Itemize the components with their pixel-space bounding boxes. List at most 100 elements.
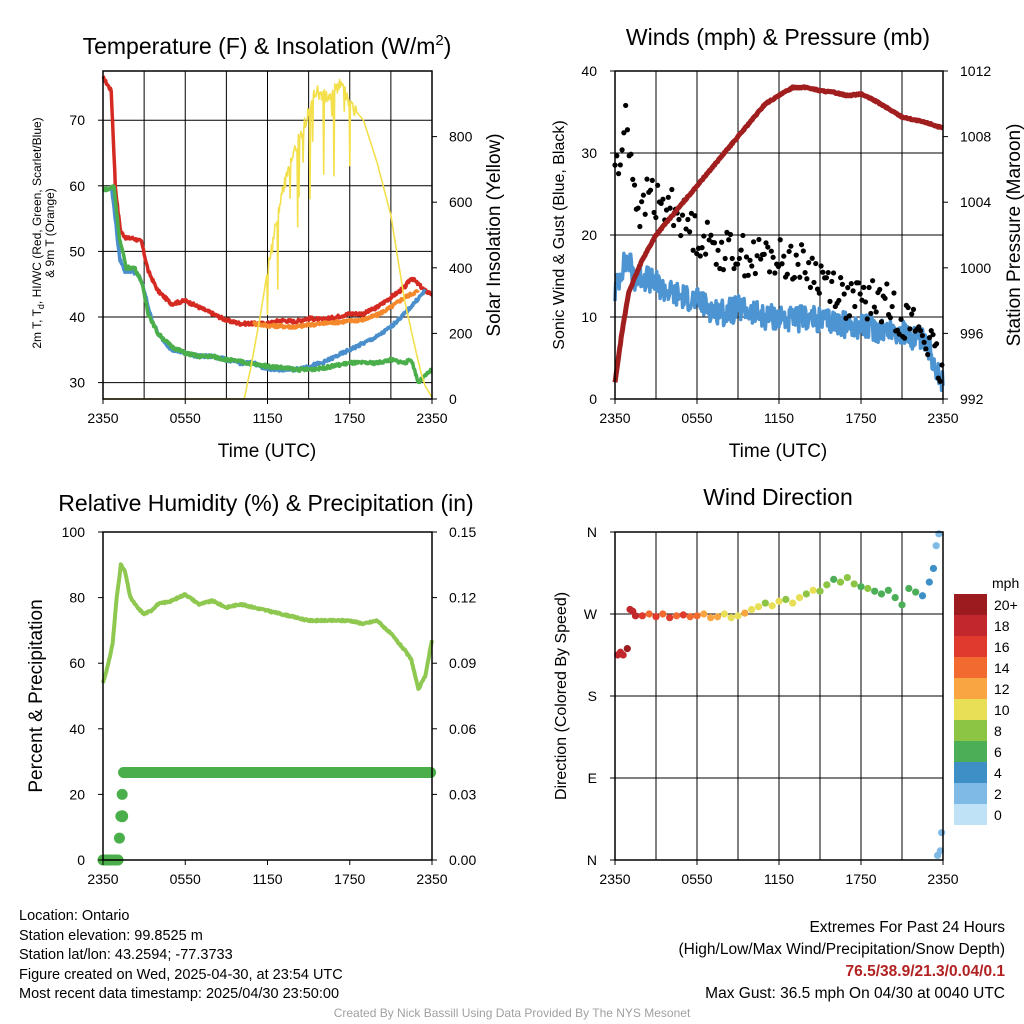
gust-point [791,274,798,281]
gust-point [679,212,686,218]
gust-point [877,286,883,293]
gust-point [830,270,837,276]
gust-point [687,229,693,235]
direction-point [652,613,660,621]
gust-point [658,200,664,207]
gust-point [743,254,750,260]
direction-point [877,590,886,598]
gust-point [736,255,742,262]
x-tick-label: 1750 [845,871,876,887]
direction-point [802,590,810,598]
gust-point [795,261,801,267]
direction-point [782,595,790,604]
gust-point [676,216,682,223]
x-tick-label: 1150 [252,871,282,887]
gust-point [649,177,655,183]
gust-point [699,245,705,251]
gust-point [772,270,778,276]
gust-point [848,281,854,287]
gust-point [798,242,805,248]
direction-point [720,610,728,618]
gust-point [802,270,808,276]
gust-point [779,261,785,267]
gust-point [615,171,622,177]
gust-point [811,279,817,286]
legend-label: 12 [994,681,1010,697]
gust-point [697,253,703,259]
direction-point [741,609,749,617]
legend-label: 16 [994,639,1010,655]
gust-point [754,253,760,259]
legend-label: 6 [994,744,1002,760]
legend-swatch [954,741,987,762]
gust-point [901,335,908,341]
direction-point [623,645,631,653]
legend-label: 14 [994,660,1010,676]
x-tick-label: 1150 [252,410,282,426]
gust-point [825,269,831,276]
gust-point [818,263,824,269]
gust-point [809,255,815,261]
temperature-ylabel: 2m T, Td, HI/WC (Red, Green, Scarlet/Blu… [30,117,46,348]
gust-point [862,299,869,305]
legend-label: 4 [994,765,1002,781]
temperature-title: Temperature (F) & Insolation (W/m2) [83,32,452,59]
x-tick-label: 2350 [416,410,447,426]
gust-point [797,274,803,280]
gust-point [784,271,790,277]
gust-point [864,316,870,322]
gust-point [628,151,634,157]
gust-point [937,378,943,384]
direction-point [679,611,687,619]
gust-point [894,327,901,333]
x-tick-label: 0550 [681,871,712,887]
series-line-station-pressure [612,84,945,383]
gust-point [804,276,810,282]
y-tick-label: 40 [581,63,597,79]
legend-swatch [954,783,987,804]
direction-point [809,586,817,594]
precip-point [116,788,128,800]
gust-point [644,176,650,182]
gust-point [884,281,890,287]
gust-point [775,263,782,270]
gust-point [631,182,638,188]
gust-point [690,247,696,253]
x-tick-label: 1750 [334,410,365,426]
gust-point [781,253,787,259]
direction-point [619,651,627,659]
gust-point [871,304,877,310]
wind-direction-ylabel: Direction (Colored By Speed) [553,592,570,800]
gust-point [770,254,776,260]
gust-point [861,284,867,290]
direction-point [823,581,831,589]
y2-tick-label: 0 [449,391,457,407]
direction-point [891,594,899,602]
direction-point [700,610,708,618]
gust-point [655,182,661,188]
gust-point [768,248,774,254]
gust-point [855,280,862,286]
direction-point [836,578,845,586]
gust-point [765,244,771,250]
gust-point [703,251,709,257]
winds-ylabel: Sonic Wind & Gust (Blue, Black) [551,120,568,349]
direction-point [789,599,797,607]
y2-tick-label: 0.09 [449,655,476,671]
extremes-subtitle: (High/Low/Max Wind/Precipitation/Snow De… [678,941,1006,958]
y2-tick-label: 200 [449,325,473,341]
direction-point [775,597,783,605]
legend-swatch [954,678,987,699]
gust-point [711,240,718,246]
direction-point [631,612,640,620]
x-tick-label: 2350 [599,871,630,887]
gust-point [640,192,647,198]
gust-point [752,270,758,277]
direction-point [748,605,756,614]
extremes-box: Extremes For Past 24 Hours (High/Low/Max… [679,917,1006,1005]
station-info: Location: Ontario Station elevation: 99.… [19,907,343,1005]
gust-point [873,309,879,315]
gust-point [740,232,746,239]
temperature-y2label: Solar Insolation (Yellow) [484,133,505,336]
x-tick-label: 1750 [845,410,876,426]
